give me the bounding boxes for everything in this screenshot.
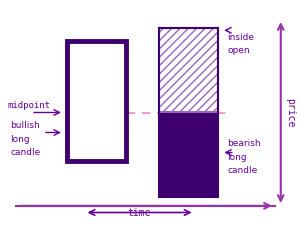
- Text: candle: candle: [227, 166, 257, 175]
- Bar: [159, 28, 218, 112]
- Text: candle: candle: [10, 148, 40, 157]
- Bar: [67, 41, 126, 161]
- Bar: [159, 112, 218, 197]
- Text: bullish: bullish: [10, 122, 40, 130]
- Text: time: time: [128, 207, 151, 218]
- Text: inside: inside: [227, 32, 254, 41]
- Text: long: long: [10, 135, 30, 144]
- Bar: [159, 28, 218, 197]
- Text: bearish: bearish: [227, 139, 261, 148]
- Text: midpoint: midpoint: [7, 101, 50, 110]
- Text: open: open: [227, 46, 250, 55]
- Text: long: long: [227, 153, 247, 162]
- Text: price: price: [285, 98, 295, 127]
